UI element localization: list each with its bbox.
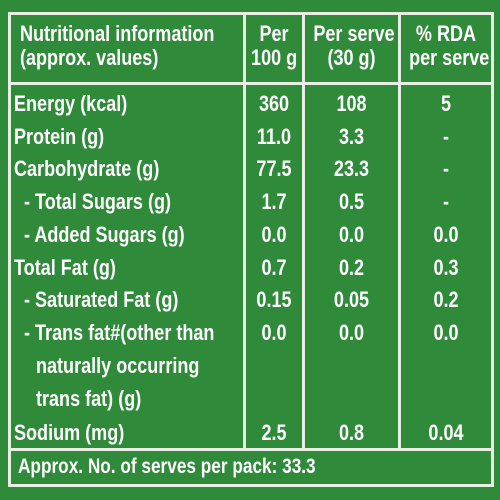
row-label-added-sugars: - Added Sugars (g) [24,222,185,247]
row-label-trans-fat-line3: trans fat) (g) [36,386,142,411]
header-per-serve-rda: per serve [409,45,490,70]
row-total-sugars-per100: 1.7 [261,189,287,214]
header-nutrition-title: Nutritional information [20,21,215,46]
row-label-protein: Protein (g) [14,124,105,149]
right-border [491,12,494,487]
row-label-trans-fat-line1: - Trans fat#(other than [24,320,215,345]
row-total-sugars-perserve: 0.5 [338,189,365,214]
row-total-fat-rda: 0.3 [433,255,459,280]
row-energy-per100: 360 [258,91,290,116]
row-protein-per100: 11.0 [256,124,292,149]
row-added-sugars-per100: 0.0 [261,222,287,247]
header-approx-values: (approx. values) [20,45,159,70]
row-label-total-fat: Total Fat (g) [14,255,116,280]
row-protein-rda: - [442,124,449,149]
row-sodium-perserve: 0.8 [338,420,365,445]
row-saturated-fat-perserve: 0.05 [333,287,370,312]
row-label-sodium: Sodium (mg) [14,420,125,445]
header-serve-size: (30 g) [327,45,376,70]
row-energy-perserve: 108 [336,91,367,116]
row-total-fat-per100: 0.7 [261,255,287,280]
bottom-border [8,484,494,487]
header-divider [8,82,494,85]
top-border [8,12,494,15]
row-trans-fat-per100: 0.0 [261,320,287,345]
column-divider-2 [302,12,305,451]
row-added-sugars-perserve: 0.0 [338,222,365,247]
row-sodium-per100: 2.5 [261,420,287,445]
row-trans-fat-rda: 0.0 [433,320,459,345]
row-carbohydrate-per100: 77.5 [256,156,292,181]
row-carbohydrate-perserve: 23.3 [333,156,370,181]
column-divider-3 [398,12,401,451]
row-energy-rda: 5 [440,91,452,116]
row-total-sugars-rda: - [442,189,449,214]
header-100g: 100 g [251,45,298,70]
row-carbohydrate-rda: - [442,156,449,181]
header-per-serve: Per serve [313,21,395,46]
row-label-trans-fat-line2: naturally occurring [36,353,200,378]
row-saturated-fat-per100: 0.15 [256,287,292,312]
row-saturated-fat-rda: 0.2 [433,287,459,312]
footer-serves-per-pack: Approx. No. of serves per pack: 33.3 [18,455,316,478]
row-added-sugars-rda: 0.0 [433,222,459,247]
left-border [8,12,11,487]
row-sodium-rda: 0.04 [428,420,464,445]
header-rda: % RDA [415,21,477,46]
row-trans-fat-perserve: 0.0 [338,320,365,345]
row-label-carbohydrate: Carbohydrate (g) [14,156,160,181]
table-bottom-border [8,448,494,451]
header-per: Per [259,21,289,46]
row-label-saturated-fat: - Saturated Fat (g) [24,287,179,312]
row-label-total-sugars: - Total Sugars (g) [24,189,171,214]
row-total-fat-perserve: 0.2 [338,255,365,280]
column-divider-1 [243,12,246,451]
row-label-energy: Energy (kcal) [14,91,128,116]
row-protein-perserve: 3.3 [338,124,365,149]
